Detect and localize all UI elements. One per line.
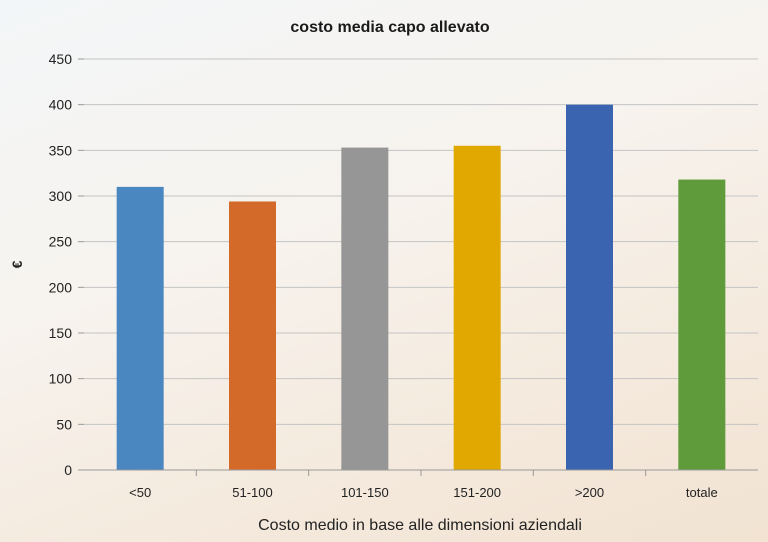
x-tick-label: 151-200	[453, 485, 501, 500]
bar	[678, 179, 726, 470]
y-tick-label: 200	[49, 279, 73, 295]
bars	[116, 104, 726, 471]
bar	[341, 147, 389, 471]
y-axis-ticks: 0 50 100 150 200 250 300 350 400 450	[49, 51, 84, 478]
y-tick-label: 0	[64, 462, 72, 478]
y-tick-label: 450	[49, 51, 73, 67]
x-tick-label: 101-150	[341, 485, 389, 500]
y-tick-label: 100	[49, 371, 73, 387]
y-axis-title: €	[9, 260, 25, 268]
y-tick-label: 350	[49, 142, 73, 158]
x-tick-label: >200	[575, 485, 604, 500]
x-tick-label: <50	[129, 485, 151, 500]
x-tick-label: totale	[686, 485, 718, 500]
x-tick-label: 51-100	[232, 485, 272, 500]
gridlines	[84, 58, 758, 425]
y-tick-label: 400	[49, 97, 73, 113]
x-axis-ticks: <50 51-100 101-150 151-200 >200 totale	[129, 470, 718, 500]
y-tick-label: 50	[56, 416, 72, 432]
y-tick-label: 250	[49, 234, 73, 250]
x-axis-title: Costo medio in base alle dimensioni azie…	[258, 517, 582, 534]
bar	[229, 201, 276, 471]
y-tick-label: 150	[49, 325, 73, 341]
y-tick-label: 300	[49, 188, 73, 204]
bar	[116, 186, 164, 470]
bar	[566, 104, 613, 471]
bar	[453, 145, 501, 470]
chart-title: costo media capo allevato	[290, 19, 489, 36]
